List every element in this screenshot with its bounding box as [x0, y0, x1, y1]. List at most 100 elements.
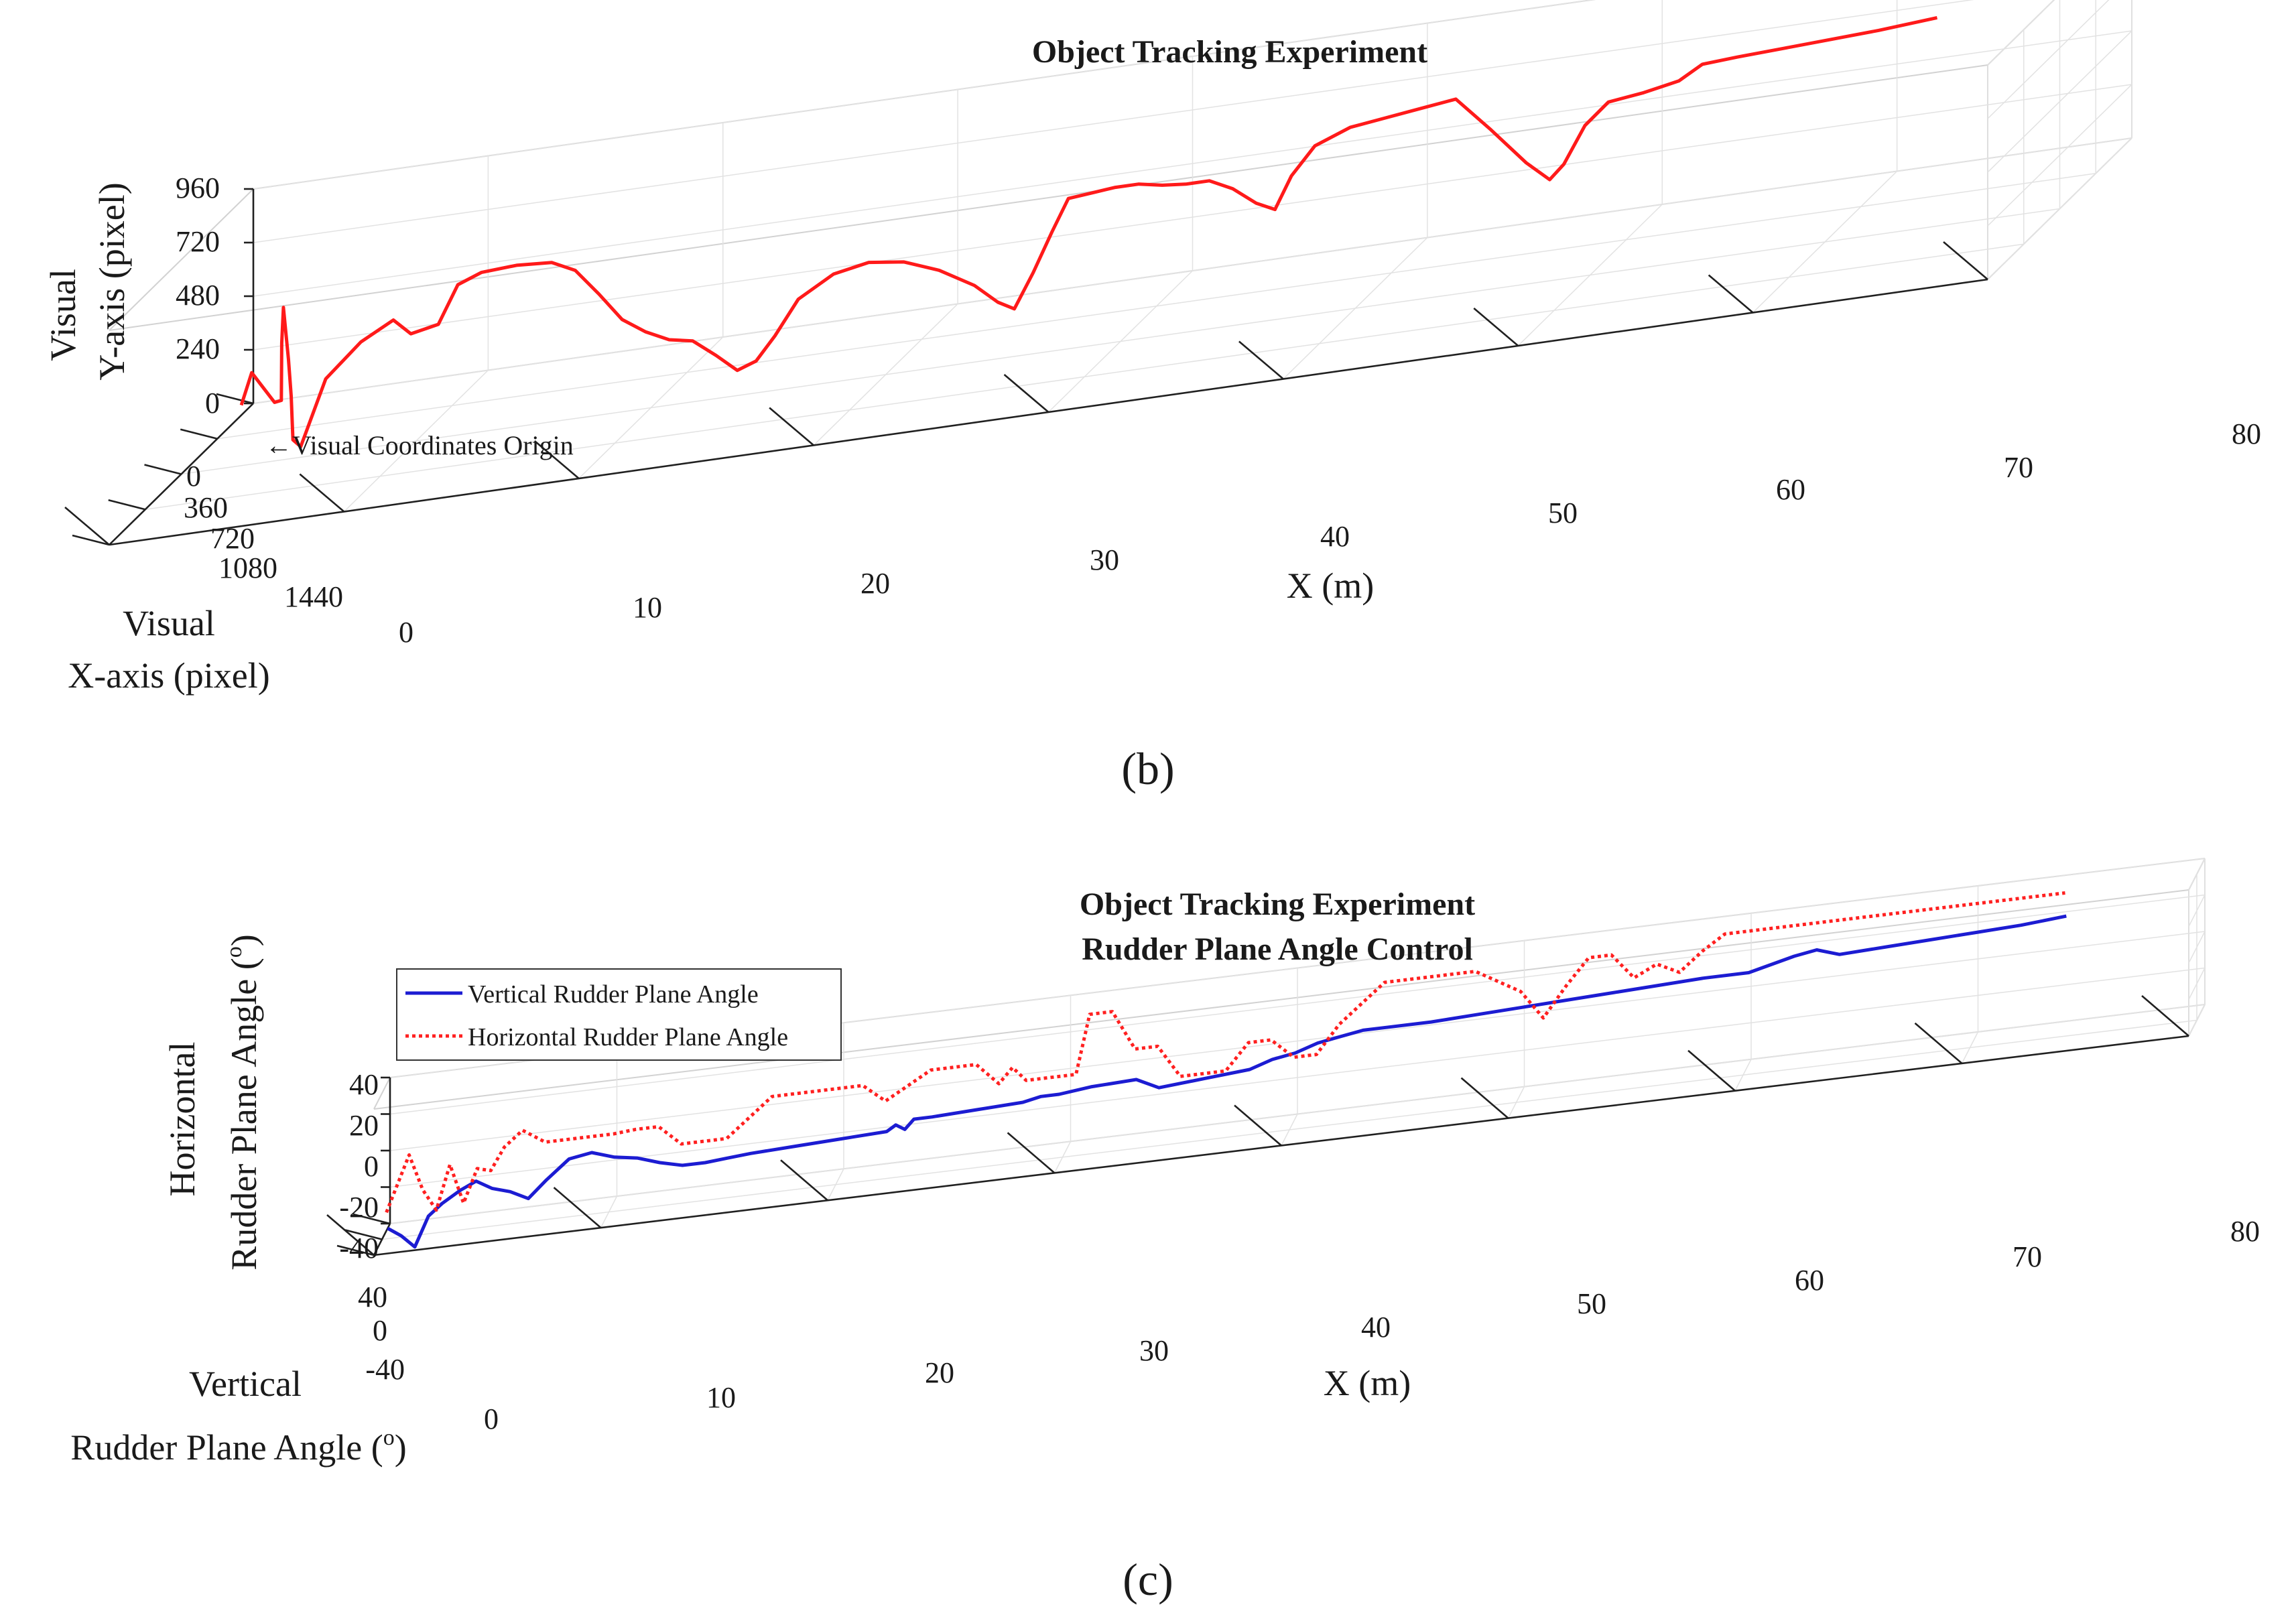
grid-line — [253, 30, 2132, 297]
series-line-horizontal-rudder — [385, 891, 2065, 1214]
x-tick-label: 60 — [1776, 473, 1805, 506]
x-tick-label: 80 — [2230, 1215, 2260, 1248]
x-tick-mark — [1914, 1022, 1963, 1064]
x-tick-label: 20 — [925, 1356, 954, 1389]
y-tick-label: 720 — [210, 522, 255, 555]
x-tick-mark — [1708, 274, 1754, 314]
caption-c: (c) — [1123, 1554, 1173, 1605]
y-tick-label: 0 — [373, 1314, 387, 1347]
z-axis-label-text: Rudder Plane Angle ( — [224, 958, 264, 1270]
y-tick-mark — [344, 1229, 383, 1240]
x-tick-label: 50 — [1577, 1287, 1606, 1320]
z-axis-label-c: Horizontal Rudder Plane Angle (o) — [162, 934, 264, 1270]
axes-box-b — [109, 0, 2132, 545]
y-tick-mark — [144, 464, 182, 475]
z-axis-label-b: Visual Y-axis (pixel) — [43, 182, 132, 380]
grid-line — [389, 931, 2206, 1151]
z-tick-label: 40 — [349, 1068, 379, 1101]
z-tick-label: 20 — [349, 1109, 379, 1142]
box-edge — [109, 188, 254, 331]
grid-line — [145, 243, 2024, 510]
x-axis-label-b: X (m) — [1287, 566, 1374, 606]
y-tick-mark — [336, 1244, 375, 1256]
grid-line — [389, 894, 2206, 1115]
x-tick-mark — [1238, 340, 1284, 380]
axes-box-c — [373, 858, 2206, 1256]
series-c — [385, 891, 2067, 1249]
chart-title-line: Rudder Plane Angle Control — [1082, 931, 1473, 967]
grid-line — [389, 1004, 2206, 1224]
x-tick-mark — [1943, 241, 1988, 280]
x-tick-mark — [326, 1214, 375, 1256]
grid-line — [389, 967, 2206, 1188]
z-tick-labels-b: 0 240 480 720 960 — [176, 172, 220, 419]
x-tick-label: 30 — [1090, 543, 1119, 576]
chart-title-line: Object Tracking Experiment — [1080, 887, 1475, 922]
z-axis-label-line: Y-axis (pixel) — [92, 182, 132, 380]
z-tick-label: 0 — [205, 387, 220, 419]
box-edge — [373, 1077, 391, 1110]
x-tick-label: 80 — [2232, 417, 2261, 450]
x-tick-mark — [1234, 1104, 1282, 1147]
y-tick-label: 40 — [358, 1281, 387, 1313]
y-axis-label-line: Vertical — [189, 1364, 302, 1404]
y-tick-mark — [108, 499, 146, 511]
x-tick-label: 70 — [2004, 451, 2033, 484]
x-tick-mark — [780, 1159, 828, 1202]
x-tick-label: 40 — [1320, 520, 1350, 553]
y-tick-label: 1440 — [284, 580, 343, 613]
z-tick-labels-c: -40 -20 0 20 40 — [339, 1068, 379, 1264]
x-tick-label: 20 — [860, 567, 890, 600]
grid-line — [253, 137, 2132, 404]
x-tick-label: 40 — [1361, 1311, 1391, 1344]
y-tick-mark — [180, 428, 218, 440]
y-axis-label-line: X-axis (pixel) — [68, 655, 269, 696]
origin-annotation: ←Visual Coordinates Origin — [265, 430, 574, 460]
box-edge — [109, 64, 1988, 331]
caption-b: (b) — [1121, 743, 1174, 794]
y-axis-label-line: Rudder Plane Angle (o) — [70, 1425, 406, 1468]
x-tick-label: 60 — [1795, 1264, 1824, 1297]
y-axis-label-c: Vertical Rudder Plane Angle (o) — [70, 1364, 406, 1468]
x-tick-mark — [1460, 1077, 1509, 1119]
grid-line — [381, 1019, 2197, 1240]
grid-line — [1987, 0, 2055, 66]
x-tick-label: 0 — [484, 1403, 499, 1435]
y-tick-label: 1080 — [218, 551, 277, 584]
x-tick-mark — [299, 473, 345, 513]
x-tick-mark — [2141, 995, 2189, 1037]
x-tick-labels-b: 0 10 20 30 40 50 60 70 80 — [399, 417, 2261, 649]
x-tick-label: 30 — [1139, 1334, 1169, 1367]
grid-line — [253, 84, 2132, 350]
x-tick-label: 0 — [399, 616, 413, 649]
degree-mark: o — [383, 1425, 395, 1450]
series-b — [239, 15, 1938, 448]
tick-marks-c — [326, 995, 2189, 1256]
chart-title-b: Object Tracking Experiment — [1032, 34, 1427, 70]
box-edge — [373, 889, 2189, 1110]
legend-label: Vertical Rudder Plane Angle — [468, 980, 759, 1009]
legend-c: Vertical Rudder Plane Angle Horizontal R… — [396, 968, 842, 1061]
chart-b: Object Tracking Experiment 0 10 20 30 40… — [43, 0, 2261, 794]
x-tick-mark — [1473, 308, 1519, 346]
z-axis-label-line: Visual — [43, 269, 83, 361]
series-line-vertical-rudder — [387, 914, 2067, 1249]
z-tick-label: -20 — [339, 1191, 379, 1224]
x-tick-mark — [1687, 1049, 1736, 1092]
y-tick-mark — [72, 534, 110, 546]
grid-line — [253, 0, 1974, 243]
grid-line — [253, 0, 1595, 190]
y-tick-labels-b: 0 360 720 1080 1440 — [184, 460, 343, 613]
chart-c: Object Tracking Experiment Rudder Plane … — [70, 858, 2260, 1605]
z-tick-label: 720 — [176, 225, 220, 258]
y-tick-mark — [216, 393, 254, 405]
x-tick-label: 70 — [2013, 1240, 2042, 1273]
y-tick-mark — [353, 1213, 391, 1225]
x-tick-mark — [1007, 1132, 1056, 1174]
y-tick-label: 0 — [186, 460, 201, 493]
grid-line — [181, 208, 2060, 475]
z-tick-label: 960 — [176, 172, 220, 204]
y-tick-label: 360 — [184, 491, 228, 524]
x-tick-mark — [1003, 374, 1049, 413]
legend-box — [396, 968, 842, 1061]
